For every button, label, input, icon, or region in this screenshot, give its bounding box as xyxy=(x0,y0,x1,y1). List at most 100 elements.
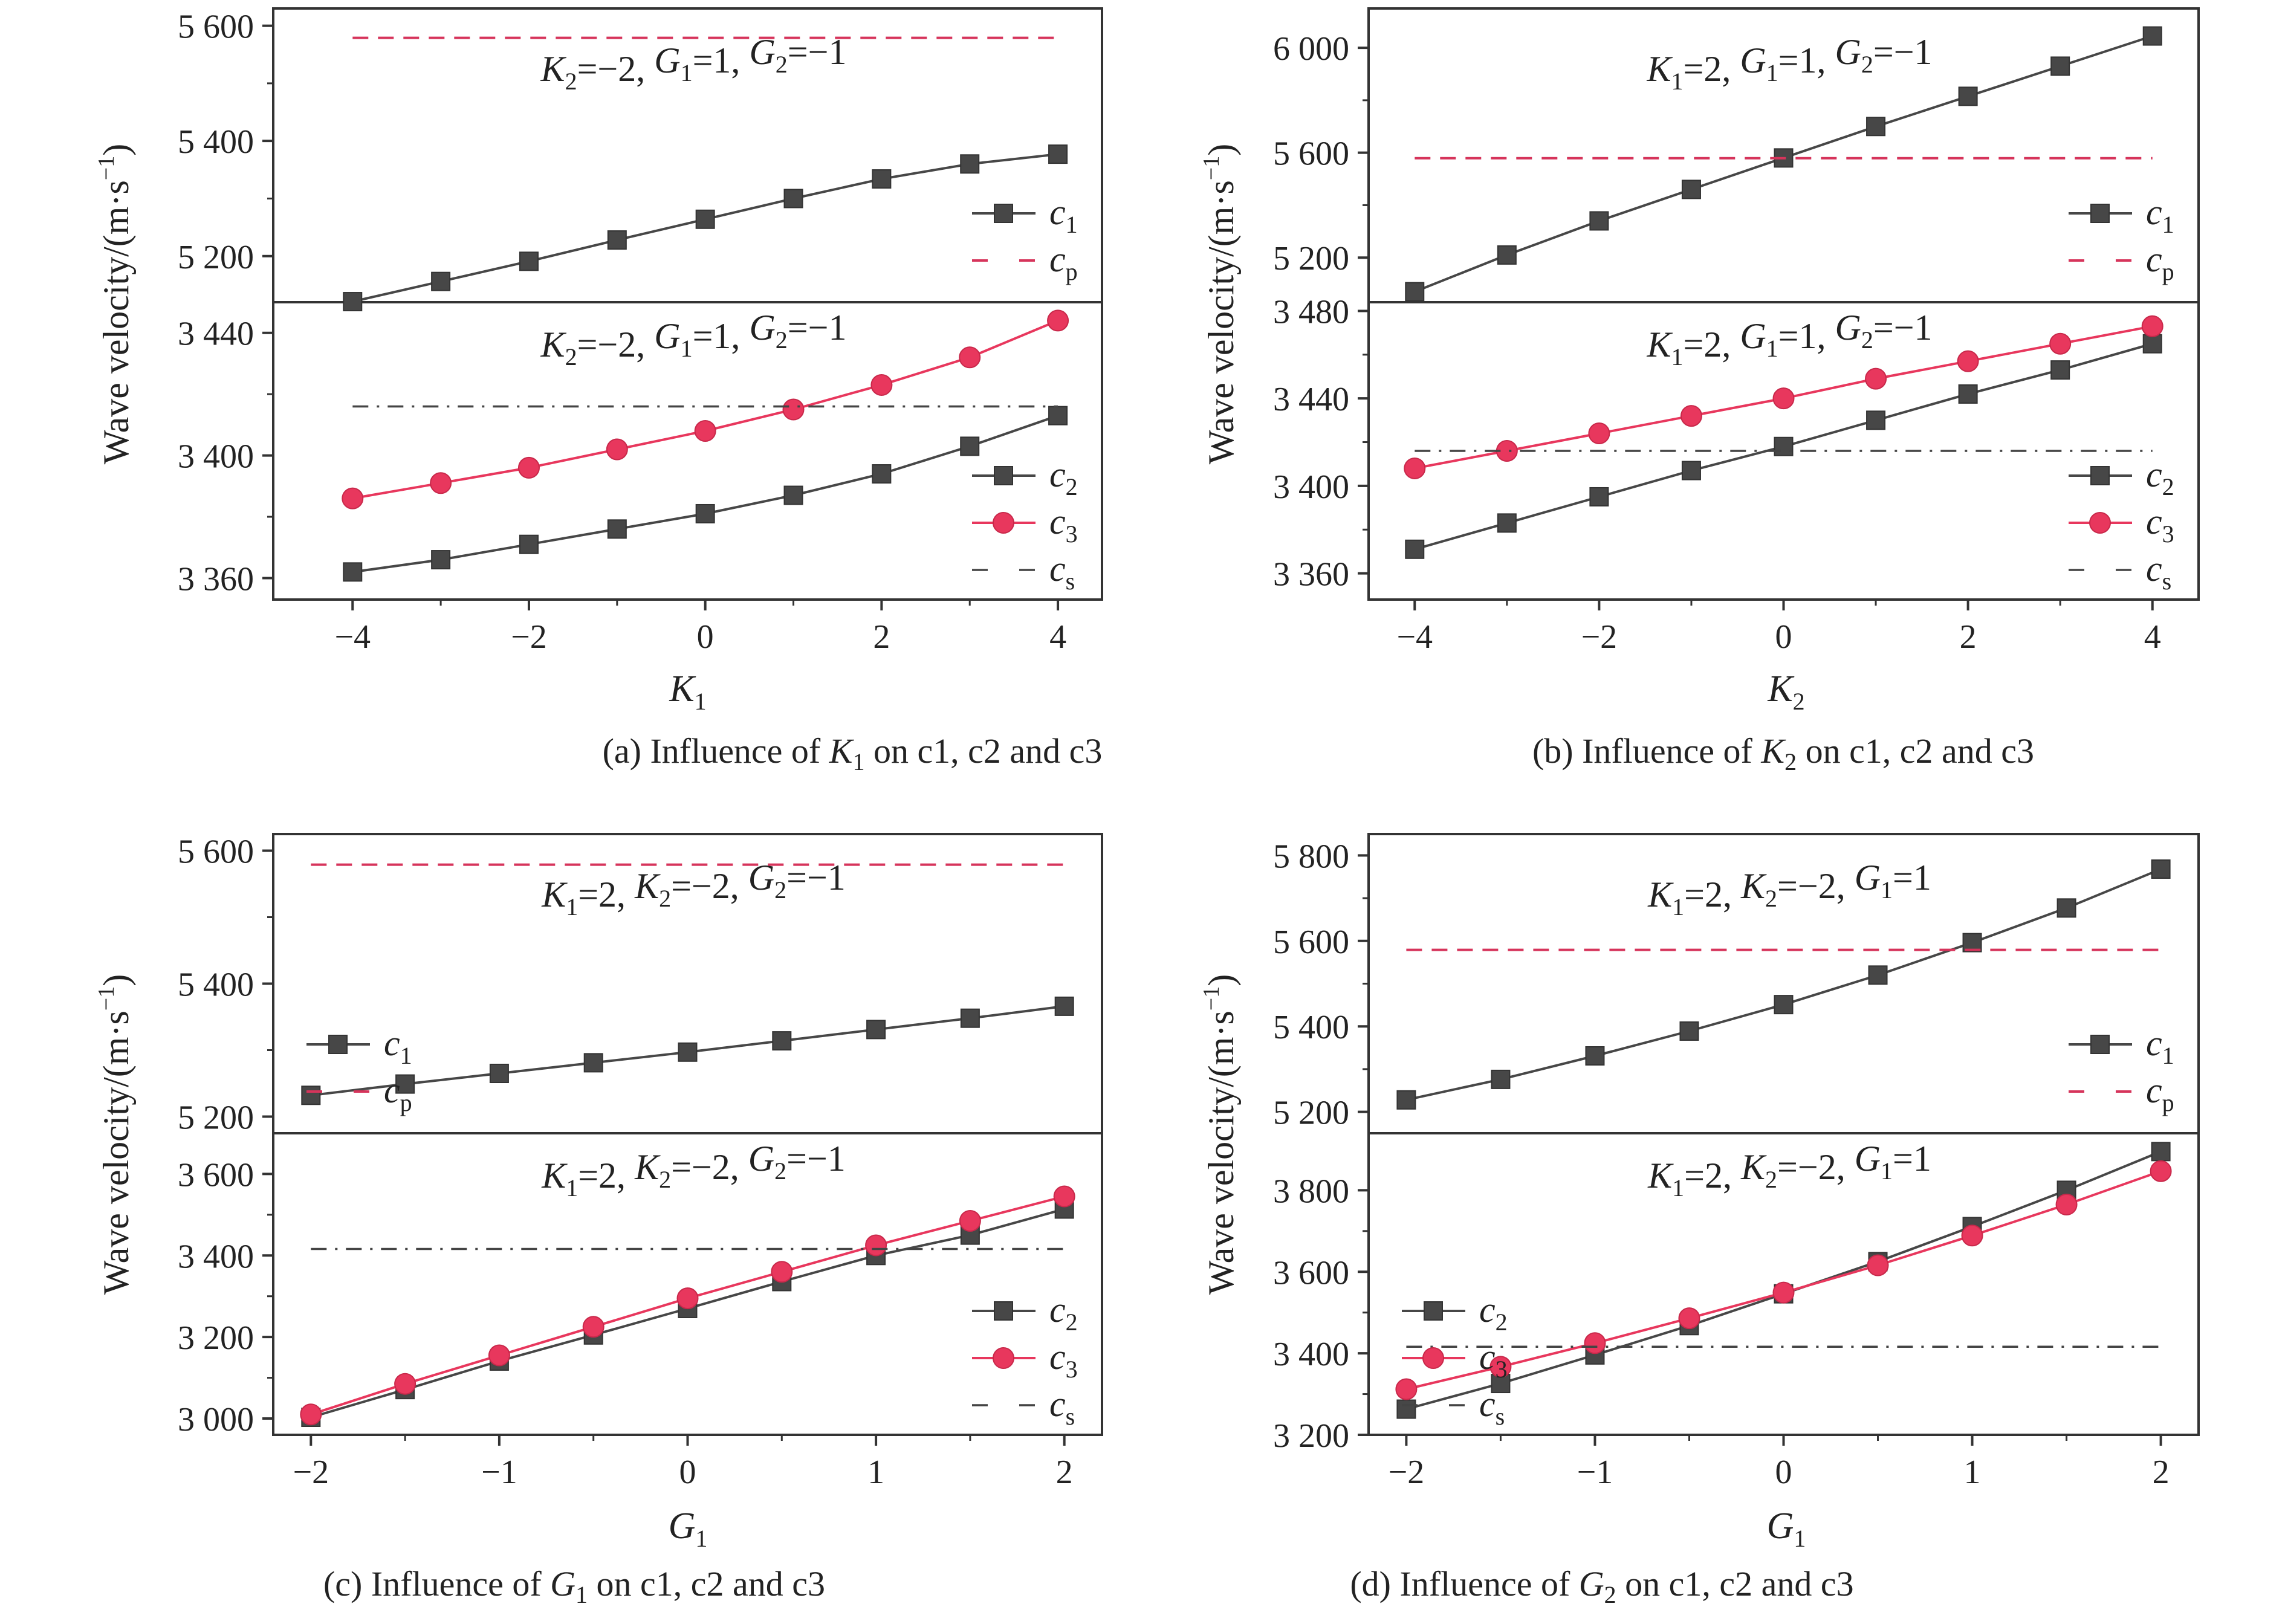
marker-c1 xyxy=(1589,211,1609,231)
marker-c2 xyxy=(695,503,715,523)
marker-c1 xyxy=(1681,180,1701,199)
panel-d: −2 −1 0 1 2 G1 Wave velocity/(m·s−1) (d) Influe… xyxy=(1199,833,2200,1608)
y-tick-label: 5 400 xyxy=(178,966,254,1004)
marker-c1 xyxy=(519,251,539,271)
marker-c2 xyxy=(607,519,627,539)
x-axis-label: K2 xyxy=(1767,668,1804,715)
y-tick-label: 5 600 xyxy=(178,833,254,871)
parameter-annotation: K1=2, K2=−2, G1=1 xyxy=(1647,1139,1931,1202)
legend-item-cp: cp xyxy=(972,239,1078,285)
panel-caption: (b) Influence of K2 on c1, c2 and c3 xyxy=(1532,731,2034,775)
legend-item-c3: c3 xyxy=(2069,502,2174,548)
legend-item-c1: c1 xyxy=(306,1023,412,1069)
legend-label: c2 xyxy=(2146,455,2174,500)
marker-c3 xyxy=(394,1373,416,1395)
y-tick-label: 5 200 xyxy=(1273,240,1349,277)
legend-item-c3: c3 xyxy=(972,502,1078,548)
x-tick-label: 2 xyxy=(1960,618,1977,656)
y-tick-label: 5 600 xyxy=(1273,135,1349,173)
marker-c1 xyxy=(872,169,892,189)
marker-c3 xyxy=(582,1316,604,1338)
legend-item-c2: c2 xyxy=(972,455,1078,500)
legend-marker xyxy=(1424,1301,1443,1321)
marker-c3 xyxy=(1772,387,1795,410)
marker-c2 xyxy=(1497,513,1517,533)
marker-c2 xyxy=(343,562,363,582)
panel-a: −4 −2 0 2 4 K1 Wave velocity/(m·s−1) (a) Influe… xyxy=(94,7,1103,775)
y-tick-label: 3 440 xyxy=(1273,381,1349,418)
legend-label: c2 xyxy=(1479,1290,1508,1336)
legend-marker xyxy=(1422,1347,1444,1369)
x-tick-label: −4 xyxy=(1396,618,1433,656)
legend-item-c3: c3 xyxy=(1402,1337,1508,1383)
legend-marker xyxy=(994,204,1013,223)
legend-label: c3 xyxy=(2146,502,2174,548)
legend-marker xyxy=(2089,512,2111,534)
marker-c3 xyxy=(782,398,805,421)
marker-c1 xyxy=(1866,117,1886,137)
marker-c2 xyxy=(519,534,539,554)
marker-c3 xyxy=(1865,367,1887,390)
marker-c3 xyxy=(959,346,981,369)
legend-label: cp xyxy=(2146,1070,2174,1116)
legend-item-cs: cs xyxy=(972,549,1075,595)
y-tick-label: 3 400 xyxy=(178,1238,254,1275)
marker-c3 xyxy=(2141,315,2163,337)
legend-item-cp: cp xyxy=(2069,239,2174,285)
x-tick-label: −2 xyxy=(1389,1454,1425,1491)
x-axis-label: G1 xyxy=(1767,1506,1806,1552)
axes-frame xyxy=(1367,7,2200,601)
marker-c1 xyxy=(1868,965,1888,985)
y-tick-label: 5 400 xyxy=(178,123,254,161)
x-tick-label: 0 xyxy=(1775,618,1792,656)
marker-c2 xyxy=(431,550,451,570)
legend-label: c2 xyxy=(1049,455,1078,500)
marker-c3 xyxy=(2150,1160,2172,1182)
marker-c3 xyxy=(517,456,540,479)
marker-c2 xyxy=(783,485,803,505)
marker-c1 xyxy=(960,1008,980,1028)
x-tick-label: 1 xyxy=(867,1454,884,1491)
y-tick-label: 5 200 xyxy=(178,239,254,276)
marker-c2 xyxy=(1866,410,1886,430)
legend-item-cp: cp xyxy=(2069,1070,2174,1116)
x-tick-label: 2 xyxy=(1056,1454,1073,1491)
x-tick-label: −2 xyxy=(1581,618,1618,656)
legend-label: cp xyxy=(384,1070,412,1116)
marker-c1 xyxy=(1396,1090,1416,1110)
y-tick-label: 3 800 xyxy=(1273,1173,1349,1210)
x-tick-label: 2 xyxy=(2153,1454,2170,1491)
marker-c3 xyxy=(1053,1185,1075,1208)
y-tick-label: 3 440 xyxy=(178,315,254,353)
legend-label: c1 xyxy=(2146,192,2174,238)
marker-c1 xyxy=(2050,56,2070,76)
marker-c3 xyxy=(2049,332,2072,355)
legend-item-cs: cs xyxy=(972,1384,1075,1430)
marker-c2 xyxy=(1958,384,1978,404)
marker-c3 xyxy=(1588,422,1610,445)
y-axis-label: Wave velocity/(m·s−1) xyxy=(1199,144,1241,464)
legend-marker xyxy=(994,1301,1013,1321)
marker-c1 xyxy=(1774,995,1794,1015)
legend-item-c1: c1 xyxy=(2069,192,2174,238)
marker-c3 xyxy=(606,438,628,461)
marker-c3 xyxy=(488,1344,510,1367)
x-axis-label: G1 xyxy=(669,1506,708,1552)
x-tick-label: 0 xyxy=(679,1454,696,1491)
x-tick-label: 2 xyxy=(873,618,890,656)
marker-c3 xyxy=(300,1403,322,1426)
y-tick-label: 5 600 xyxy=(1273,924,1349,961)
legend-label: c1 xyxy=(384,1023,412,1069)
legend-marker xyxy=(993,512,1014,534)
marker-c3 xyxy=(1395,1378,1418,1400)
marker-c3 xyxy=(1957,350,1979,372)
marker-c1 xyxy=(866,1020,886,1040)
legend-label: cs xyxy=(1049,549,1075,595)
